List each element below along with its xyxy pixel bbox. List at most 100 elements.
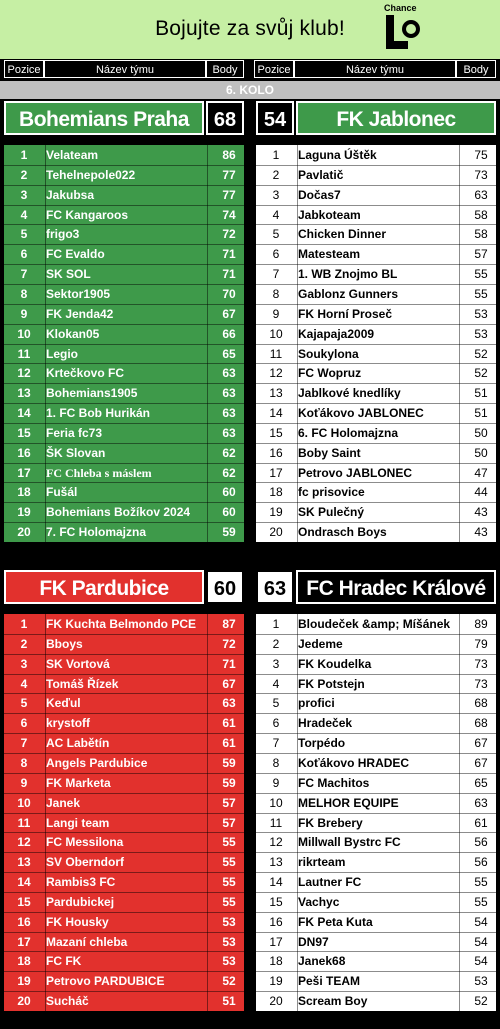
row-points: 55 bbox=[222, 894, 236, 909]
row-team-name: Feria fc73 bbox=[46, 425, 103, 440]
row-divider bbox=[4, 931, 244, 933]
row-points: 57 bbox=[222, 795, 236, 810]
standings-row: 20 Sucháč 51 bbox=[4, 991, 244, 1011]
row-team-name: SK Pulečný bbox=[298, 505, 365, 520]
row-position: 2 bbox=[272, 167, 280, 182]
row-divider bbox=[256, 422, 496, 424]
row-divider bbox=[256, 633, 496, 635]
row-team-name: FK Peta Kuta bbox=[298, 914, 373, 929]
row-points: 43 bbox=[474, 505, 488, 520]
row-team-name: FK Marketa bbox=[46, 775, 111, 790]
row-position: 15 bbox=[17, 425, 31, 440]
row-team-name: Petrovo JABLONEC bbox=[298, 465, 413, 480]
row-position: 14 bbox=[269, 875, 283, 890]
row-position: 20 bbox=[269, 525, 283, 540]
row-points: 53 bbox=[222, 914, 236, 929]
row-points: 72 bbox=[222, 636, 236, 651]
row-divider bbox=[256, 363, 496, 365]
row-team-name: ŠK Slovan bbox=[46, 445, 106, 460]
row-divider bbox=[4, 713, 244, 715]
standings-row: 4 Tomáš Řízek 67 bbox=[4, 674, 244, 694]
row-team-name: Velateam bbox=[46, 148, 99, 162]
row-position: 15 bbox=[269, 894, 283, 909]
row-team-name: Petrovo PARDUBICE bbox=[46, 974, 165, 989]
row-points: 53 bbox=[222, 954, 236, 969]
row-team-name: Koťákovo HRADEC bbox=[298, 755, 410, 770]
row-points: 72 bbox=[222, 227, 236, 242]
row-team-name: Klokan05 bbox=[46, 326, 100, 341]
row-points: 70 bbox=[222, 286, 236, 301]
team-score-jablonec: 54 bbox=[256, 101, 294, 135]
standings-row: 7 1. WB Znojmo BL 55 bbox=[256, 264, 496, 284]
row-divider bbox=[256, 522, 496, 524]
row-points: 89 bbox=[474, 617, 488, 631]
row-divider bbox=[4, 164, 244, 166]
column-header-row: Pozice Název týmu Body Pozice Název týmu… bbox=[0, 60, 500, 78]
row-team-name: FK Kuchta Belmondo PCE bbox=[46, 617, 197, 631]
row-points: 63 bbox=[222, 386, 236, 401]
standings-row: 15 6. FC Holomajzna 50 bbox=[256, 423, 496, 443]
row-divider bbox=[256, 752, 496, 754]
row-team-name: Langi team bbox=[46, 815, 110, 830]
standings-row: 17 DN97 54 bbox=[256, 932, 496, 952]
standings-row: 13 SV Oberndorf 55 bbox=[4, 852, 244, 872]
row-team-name: FK Horní Proseč bbox=[298, 306, 393, 321]
column-divider bbox=[207, 614, 208, 1011]
row-divider bbox=[256, 733, 496, 735]
row-team-name: SK SOL bbox=[46, 267, 91, 282]
banner-title: Bojujte za svůj klub! bbox=[155, 17, 345, 40]
row-team-name: Peši TEAM bbox=[298, 974, 361, 989]
row-position: 17 bbox=[269, 934, 283, 949]
row-team-name: Jabkoteam bbox=[298, 207, 361, 222]
row-points: 53 bbox=[474, 974, 488, 989]
row-position: 10 bbox=[17, 326, 31, 341]
row-team-name: Torpédo bbox=[298, 736, 346, 751]
row-position: 17 bbox=[269, 465, 283, 480]
standings-row: 14 Koťákovo JABLONEC 51 bbox=[256, 403, 496, 423]
row-team-name: Mazaní chleba bbox=[46, 934, 128, 949]
standings-row: 1 Bloudeček &amp; Míšánek 89 bbox=[256, 614, 496, 634]
standings-row: 17 Mazaní chleba 53 bbox=[4, 932, 244, 952]
row-divider bbox=[256, 812, 496, 814]
standings-row: 17 Petrovo JABLONEC 47 bbox=[256, 463, 496, 483]
row-position: 3 bbox=[20, 187, 28, 202]
row-points: 55 bbox=[474, 894, 488, 909]
row-position: 6 bbox=[20, 716, 28, 731]
row-divider bbox=[256, 713, 496, 715]
row-divider bbox=[4, 971, 244, 973]
row-team-name: Fušál bbox=[46, 485, 78, 500]
row-team-name: Keďul bbox=[46, 696, 81, 711]
row-position: 14 bbox=[17, 875, 31, 890]
row-points: 67 bbox=[474, 736, 488, 751]
row-divider bbox=[4, 283, 244, 285]
row-points: 61 bbox=[474, 815, 488, 830]
standings-row: 5 Chicken Dinner 58 bbox=[256, 224, 496, 244]
row-position: 1 bbox=[20, 617, 28, 631]
row-position: 11 bbox=[269, 815, 283, 830]
row-team-name: FK Koudelka bbox=[298, 656, 372, 671]
standings-row: 10 Klokan05 66 bbox=[4, 324, 244, 344]
standings-row: 5 profici 68 bbox=[256, 693, 496, 713]
standings-row: 9 FK Jenda42 67 bbox=[4, 304, 244, 324]
row-team-name: FC Kangaroos bbox=[46, 207, 129, 222]
row-divider bbox=[256, 951, 496, 953]
row-position: 15 bbox=[269, 425, 283, 440]
row-divider bbox=[4, 442, 244, 444]
row-position: 7 bbox=[272, 267, 280, 282]
row-position: 5 bbox=[20, 227, 28, 242]
row-points: 52 bbox=[222, 974, 236, 989]
row-divider bbox=[256, 653, 496, 655]
row-divider bbox=[4, 911, 244, 913]
row-team-name: FK Housky bbox=[46, 914, 109, 929]
row-team-name: Boby Saint bbox=[298, 445, 361, 460]
row-points: 65 bbox=[222, 346, 236, 361]
row-team-name: SV Oberndorf bbox=[46, 855, 125, 870]
row-position: 5 bbox=[20, 696, 28, 711]
row-points: 43 bbox=[474, 525, 488, 540]
row-divider bbox=[256, 931, 496, 933]
standings-row: 16 FK Housky 53 bbox=[4, 912, 244, 932]
row-points: 58 bbox=[474, 227, 488, 242]
row-points: 55 bbox=[474, 286, 488, 301]
row-position: 16 bbox=[17, 914, 31, 929]
row-team-name: fc prisovice bbox=[298, 485, 365, 500]
